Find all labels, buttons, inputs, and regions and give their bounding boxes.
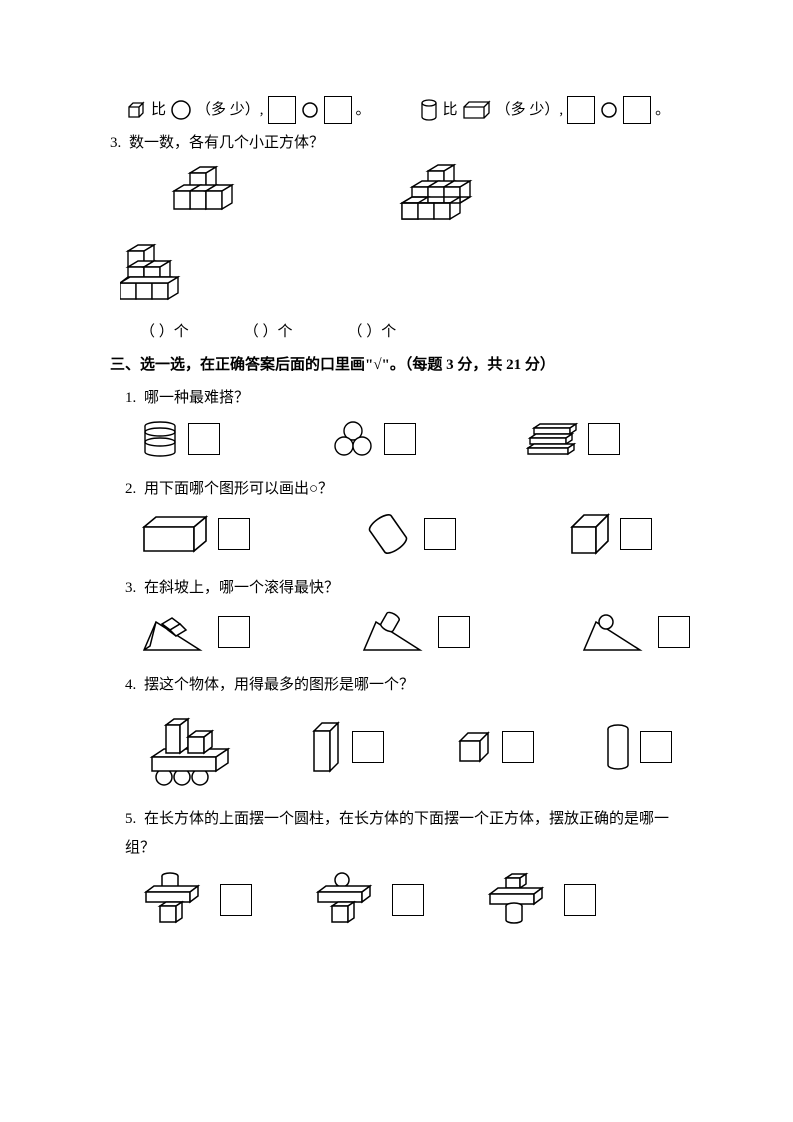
ramp-cube-icon [140,610,210,654]
q-num: 3. [110,135,121,151]
answer-box[interactable] [188,423,220,455]
blank[interactable]: （ ）个 [244,319,344,346]
answer-box[interactable] [502,731,534,763]
choice-a[interactable] [140,420,220,458]
cylinder-icon [419,98,439,122]
cube-figures-row [160,163,683,233]
answer-box[interactable] [438,616,470,648]
answer-box[interactable] [658,616,690,648]
stacked-cylinders-icon [140,420,180,458]
q3-5-choices [140,870,683,930]
q-text: 在长方体的上面摆一个圆柱，在长方体的下面摆一个正方体，摆放正确的是哪一组？ [125,811,669,856]
answer-box[interactable] [384,423,416,455]
choice-b[interactable] [312,870,424,930]
choice-a[interactable] [140,513,250,555]
choice-b[interactable] [360,610,470,654]
circle-icon [170,99,192,121]
q-num: 2. [125,481,136,497]
text: （多 少）, [196,97,264,124]
q-text: 用下面哪个图形可以画出○？ [144,481,333,497]
answer-box[interactable] [324,96,352,124]
cube-stack-4-icon [160,163,240,233]
answer-box[interactable] [352,731,384,763]
stack-cube-cuboid-cyl-icon [484,870,556,930]
q-num: 3. [125,580,136,596]
text: 。 [356,97,371,124]
cylinder-tall-icon [604,722,632,772]
answer-box[interactable] [392,884,424,916]
q-count-cubes: 3. 数一数，各有几个小正方体？ [110,130,683,157]
composite-toy-icon [140,707,240,787]
text: 。 [655,97,670,124]
stacked-cuboids-icon [526,422,580,456]
choice-c[interactable] [566,511,652,557]
answer-box[interactable] [588,423,620,455]
stack-sphere-cuboid-cube-icon [312,870,384,930]
answer-box[interactable] [623,96,651,124]
answer-box[interactable] [564,884,596,916]
tall-cuboid-icon [310,719,344,775]
q3-3-choices [140,610,683,654]
stack-cyl-cuboid-cube-icon [140,870,212,930]
choice-b[interactable] [330,420,416,458]
q3-3: 3. 在斜坡上，哪一个滚得最快？ [110,575,683,602]
choice-a[interactable] [140,610,250,654]
ramp-sphere-icon [580,610,650,654]
blank-row: （ ）个 （ ）个 （ ）个 [140,319,683,346]
q3-4-choices [140,707,683,787]
circle-small-icon [599,100,619,120]
ramp-cylinder-icon [360,610,430,654]
q3-1: 1. 哪一种最难搭？ [110,385,683,412]
text: （多 少）, [496,97,564,124]
cube-icon [566,511,612,557]
q-num: 4. [125,677,136,693]
cube-stack-6-icon [380,163,480,233]
cuboid-icon [140,513,210,555]
compare-line: 比 （多 少）, 。 比 （多 少）, 。 [110,96,683,124]
choice-c[interactable] [484,870,596,930]
cube-small-icon [454,727,494,767]
choice-c[interactable] [526,422,620,456]
blank[interactable]: （ ）个 [140,319,240,346]
choice-a[interactable] [140,870,252,930]
three-spheres-icon [330,420,376,458]
answer-box[interactable] [268,96,296,124]
choice-c[interactable] [580,610,690,654]
q-text: 在斜坡上，哪一个滚得最快？ [144,580,339,596]
blank[interactable]: （ ）个 [348,319,448,346]
text: 比 [443,97,458,124]
q3-2: 2. 用下面哪个图形可以画出○？ [110,476,683,503]
q-text: 哪一种最难搭？ [144,390,249,406]
q-num: 5. [125,811,136,827]
circle-small-icon [300,100,320,120]
q3-4: 4. 摆这个物体，用得最多的图形是哪一个？ [110,672,683,699]
cube-stack-5-icon [120,243,200,313]
answer-box[interactable] [218,616,250,648]
q3-1-choices [140,420,683,458]
cube-icon [125,99,147,121]
q-text: 数一数，各有几个小正方体？ [129,135,324,151]
answer-box[interactable] [220,884,252,916]
q3-2-choices [140,511,683,557]
choice-b[interactable] [454,727,534,767]
answer-box[interactable] [640,731,672,763]
q-num: 1. [125,390,136,406]
q-text: 摆这个物体，用得最多的图形是哪一个？ [144,677,414,693]
q3-5: 5. 在长方体的上面摆一个圆柱，在长方体的下面摆一个正方体，摆放正确的是哪一组？ [110,805,683,862]
choice-b[interactable] [360,511,456,557]
text: 比 [151,97,166,124]
section-3-heading: 三、选一选，在正确答案后面的口里画"√"。（每题 3 分，共 21 分） [110,352,683,379]
answer-box[interactable] [567,96,595,124]
tilted-cylinder-icon [360,511,416,557]
answer-box[interactable] [620,518,652,550]
cuboid-icon [462,100,492,120]
answer-box[interactable] [218,518,250,550]
answer-box[interactable] [424,518,456,550]
cube-figure-3 [120,243,683,313]
choice-c[interactable] [604,722,672,772]
choice-a[interactable] [310,719,384,775]
